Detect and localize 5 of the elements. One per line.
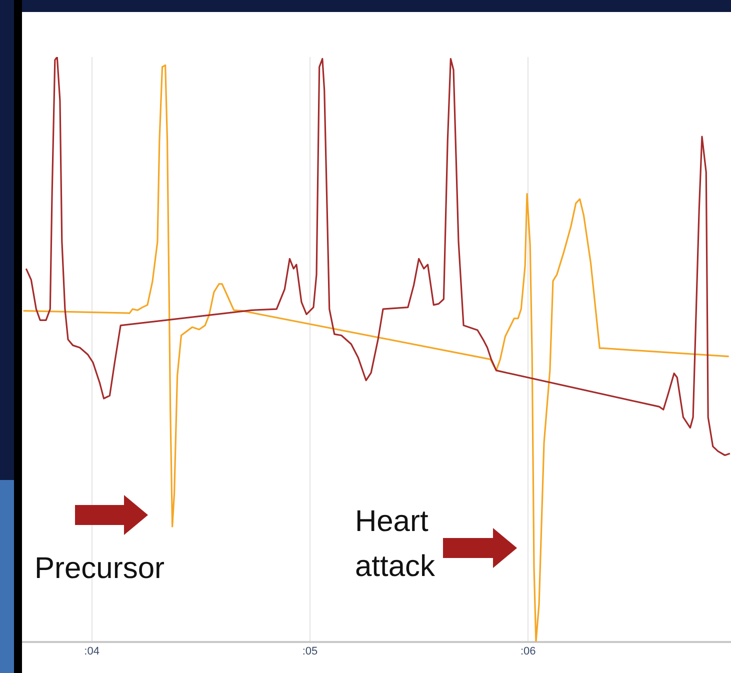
x-tick-label: :05	[302, 645, 318, 658]
x-tick-label: :04	[84, 645, 100, 658]
annotation: Precursor	[34, 552, 165, 585]
annotation: Heart attack	[354, 505, 436, 583]
x-tick-label: :06	[520, 645, 536, 658]
